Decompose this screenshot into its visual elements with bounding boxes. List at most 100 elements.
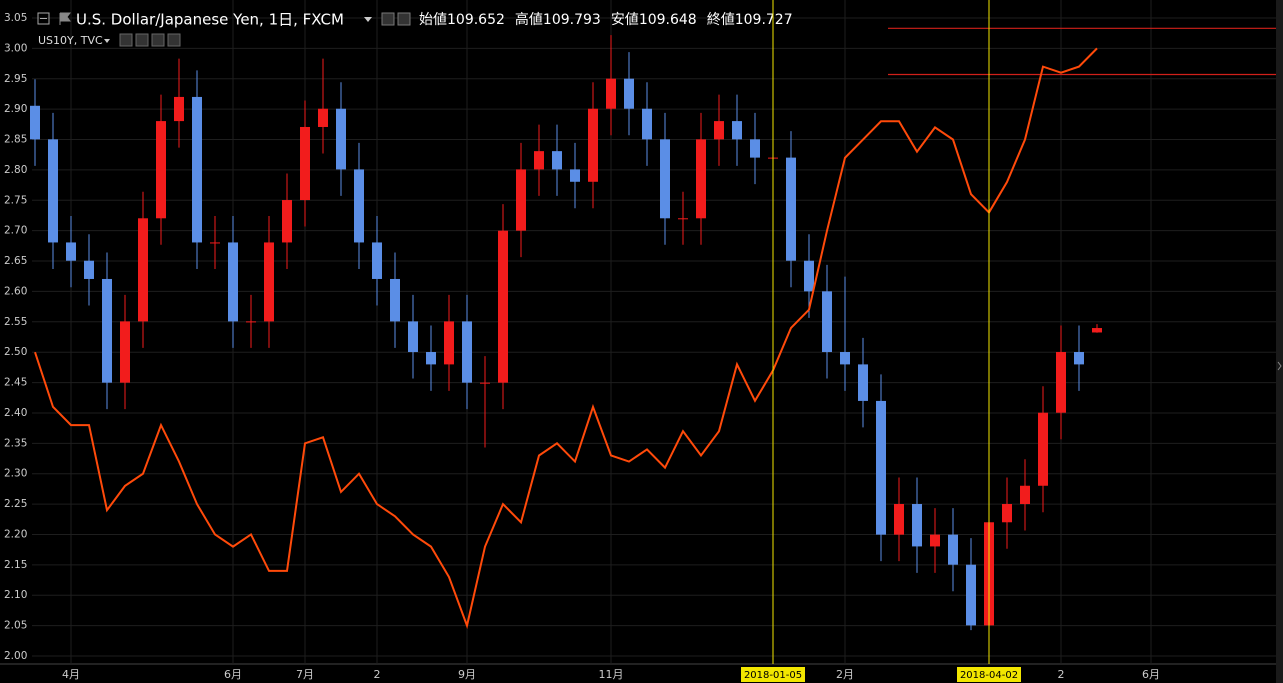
candle-body <box>912 504 922 547</box>
x-tick-label: 2018-01-05 <box>744 670 802 681</box>
ohlc-label: 始値 <box>419 12 447 28</box>
ohlc-label: 終値 <box>707 12 735 28</box>
overlay-label[interactable]: US10Y, TVC <box>38 34 103 47</box>
candle-body <box>948 534 958 565</box>
candle-body <box>300 126 310 201</box>
candle-body <box>966 564 976 626</box>
y-tick-label: 2.65 <box>4 255 27 267</box>
candle-body <box>444 321 454 365</box>
overlay-icon[interactable] <box>135 33 149 47</box>
flag-icon[interactable] <box>59 12 71 25</box>
ohlc-label: 安値 <box>611 12 639 28</box>
candle-body <box>660 139 670 219</box>
y-tick-label: 2.25 <box>4 498 27 510</box>
y-tick-label: 2.00 <box>4 650 27 662</box>
candle-body <box>822 291 832 353</box>
candle-body <box>354 169 364 243</box>
x-tick-label: 11月 <box>599 668 624 681</box>
plot-area <box>30 0 1276 664</box>
y-tick-label: 2.10 <box>4 589 27 601</box>
ohlc-value: 109.652 <box>447 12 505 28</box>
candle-body <box>192 96 202 243</box>
line-series <box>34 47 1098 630</box>
candle-body <box>228 242 238 322</box>
candle-body <box>246 321 256 323</box>
y-tick-label: 2.75 <box>4 194 27 206</box>
settings-icon[interactable] <box>381 12 395 26</box>
y-tick-label: 2.60 <box>4 285 27 297</box>
candle-body <box>1074 352 1084 365</box>
y-tick-label: 2.35 <box>4 437 27 449</box>
candle-body <box>840 352 850 365</box>
collapse-icon[interactable] <box>37 12 50 25</box>
x-tick-label: 2 <box>374 668 381 681</box>
x-tick-label: 2月 <box>836 668 854 681</box>
candle-body <box>858 364 868 401</box>
candle-body <box>570 169 580 182</box>
y-tick-label: 3.05 <box>4 12 27 24</box>
candle-body <box>696 139 706 219</box>
candle-body <box>804 260 814 292</box>
y-tick-label: 2.45 <box>4 377 27 389</box>
right-scale-strip <box>1276 0 1283 683</box>
candle-body <box>534 151 544 170</box>
overlay-icon[interactable] <box>167 33 181 47</box>
candle-body <box>138 218 148 322</box>
candle-body <box>102 278 112 383</box>
candle-body <box>732 121 742 140</box>
overlay-icon[interactable] <box>119 33 133 47</box>
candle-body <box>408 321 418 353</box>
y-tick-label: 2.55 <box>4 316 27 328</box>
y-tick-label: 2.30 <box>4 468 27 480</box>
x-tick-label: 7月 <box>296 668 314 681</box>
y-tick-label: 2.70 <box>4 225 27 237</box>
date-marker-badge <box>957 667 1021 682</box>
y-tick-label: 2.15 <box>4 559 27 571</box>
y-tick-label: 2.90 <box>4 103 27 115</box>
candle-body <box>1038 412 1048 486</box>
dropdown-arrow[interactable] <box>104 39 110 43</box>
candle-body <box>30 105 40 140</box>
x-tick-label: 2018-04-02 <box>960 670 1018 681</box>
candle-body <box>1092 328 1102 333</box>
candle-body <box>390 278 400 322</box>
candle-body <box>282 200 292 243</box>
scroll-arrow[interactable] <box>1277 361 1282 371</box>
candle-body <box>624 78 634 109</box>
candle-body <box>174 96 184 122</box>
candle-body <box>498 230 508 383</box>
candle-body <box>930 534 940 547</box>
candle-body <box>210 242 220 244</box>
y-tick-label: 2.85 <box>4 134 27 146</box>
candle-body <box>876 400 886 535</box>
dropdown-arrow[interactable] <box>364 17 372 22</box>
y-tick-label: 2.20 <box>4 528 27 540</box>
x-tick-label: 9月 <box>458 668 476 681</box>
x-tick-label: 6月 <box>1142 668 1160 681</box>
ohlc-label: 高値 <box>515 11 543 28</box>
symbol-title[interactable]: U.S. Dollar/Japanese Yen, 1日, FXCM <box>76 11 344 29</box>
settings-icon[interactable] <box>397 12 411 26</box>
candle-body <box>66 242 76 261</box>
overlay-icon[interactable] <box>151 33 165 47</box>
candle-body <box>120 321 130 383</box>
candle-body <box>84 260 94 279</box>
candle-body <box>588 108 598 182</box>
candle-body <box>606 78 616 109</box>
candle-body <box>156 121 166 219</box>
candle-body <box>48 139 58 243</box>
ohlc-value: 109.648 <box>639 12 697 28</box>
candle-body <box>1056 352 1066 413</box>
candle-body <box>516 169 526 231</box>
candle-body <box>642 108 652 140</box>
x-tick-label: 6月 <box>224 668 242 681</box>
candle-body <box>426 352 436 365</box>
candle-body <box>372 242 382 279</box>
y-tick-label: 2.05 <box>4 620 27 632</box>
y-tick-label: 2.80 <box>4 164 27 176</box>
candle-body <box>714 121 724 140</box>
candle-body <box>786 157 796 261</box>
date-marker-badge <box>741 667 805 682</box>
